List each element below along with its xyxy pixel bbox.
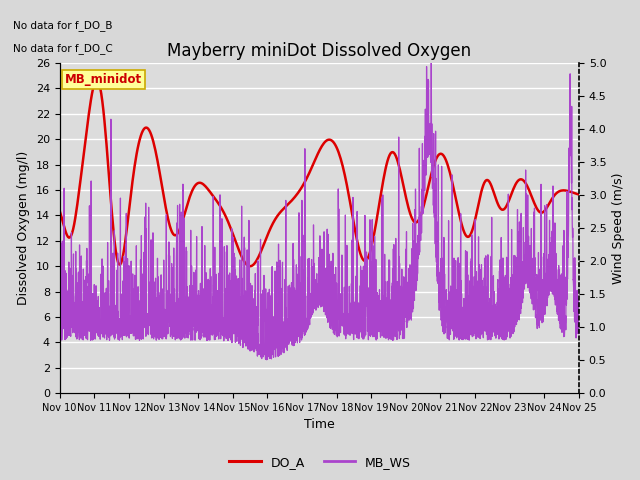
Text: No data for f_DO_C: No data for f_DO_C xyxy=(13,43,113,54)
Y-axis label: Dissolved Oxygen (mg/l): Dissolved Oxygen (mg/l) xyxy=(17,151,30,305)
Text: MB_minidot: MB_minidot xyxy=(65,73,142,86)
X-axis label: Time: Time xyxy=(304,419,335,432)
Legend: DO_A, MB_WS: DO_A, MB_WS xyxy=(224,451,416,474)
Text: No data for f_DO_B: No data for f_DO_B xyxy=(13,20,113,31)
Y-axis label: Wind Speed (m/s): Wind Speed (m/s) xyxy=(612,172,625,284)
Title: Mayberry miniDot Dissolved Oxygen: Mayberry miniDot Dissolved Oxygen xyxy=(167,42,472,60)
